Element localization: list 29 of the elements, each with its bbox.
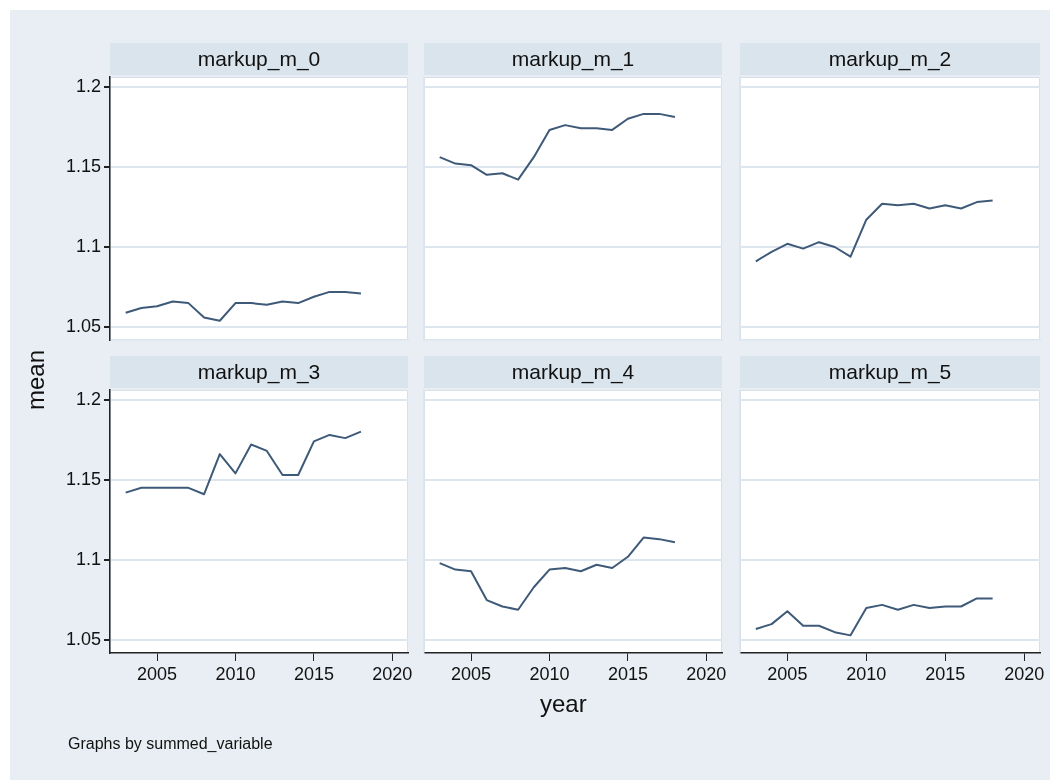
- y-tick-label: 1.1: [75, 235, 101, 256]
- x-tick-label: 2020: [686, 663, 727, 684]
- y-tick-label: 1.05: [65, 629, 101, 650]
- y-tick-label: 1.15: [65, 468, 101, 489]
- chart-title: markup_m_5: [740, 356, 1040, 388]
- x-tick-label: 2015: [293, 663, 334, 684]
- chart-title: markup_m_0: [110, 43, 408, 75]
- y-tick-label: 1.2: [75, 388, 101, 409]
- x-tick-label: 2020: [1004, 663, 1045, 684]
- x-tick-label: 2010: [215, 663, 256, 684]
- y-tick-label: 1.1: [75, 548, 101, 569]
- x-axis-title: year: [540, 690, 587, 718]
- y-tick-label: 1.15: [65, 155, 101, 176]
- y-tick-label: 1.2: [75, 75, 101, 96]
- x-tick-label: 2010: [846, 663, 887, 684]
- chart-title: markup_m_1: [424, 43, 722, 75]
- x-tick-label: 2005: [451, 663, 492, 684]
- text: Graphs by summed_variable: [68, 735, 273, 753]
- chart-title: markup_m_2: [740, 43, 1040, 75]
- x-tick-label: 2015: [925, 663, 966, 684]
- x-tick-label: 2015: [607, 663, 648, 684]
- x-tick-label: 2005: [767, 663, 808, 684]
- x-tick-label: 2020: [372, 663, 413, 684]
- y-axis-title: mean: [22, 349, 50, 410]
- chart-title: markup_m_3: [110, 356, 408, 388]
- chart-title: markup_m_4: [424, 356, 722, 388]
- x-tick-label: 2010: [529, 663, 570, 684]
- x-tick-label: 2005: [137, 663, 178, 684]
- y-tick-label: 1.05: [65, 316, 101, 337]
